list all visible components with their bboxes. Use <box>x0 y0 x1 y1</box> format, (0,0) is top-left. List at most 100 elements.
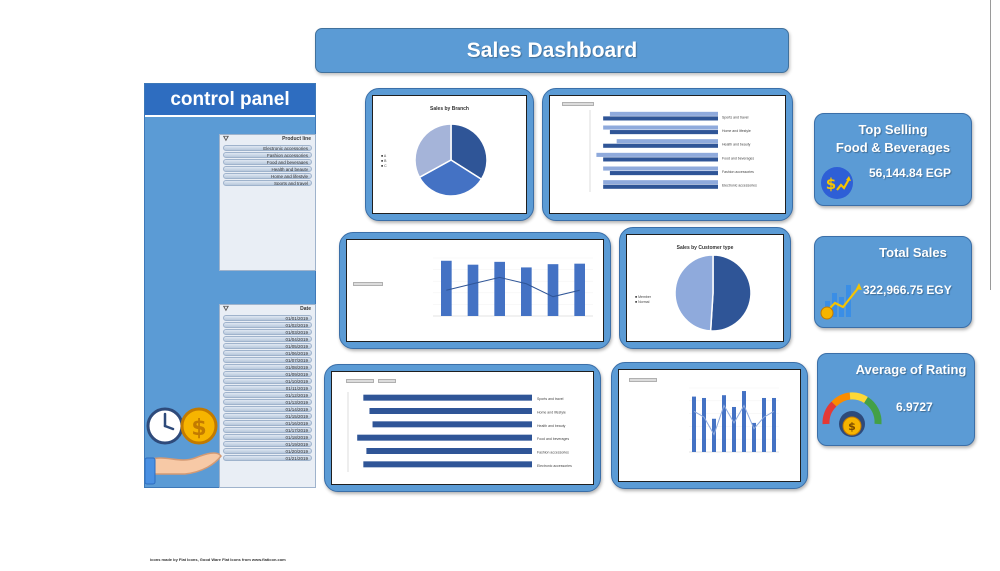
date-slicer-title: Date <box>300 306 311 312</box>
product-slicer-item[interactable]: Electronic accessories <box>223 145 312 151</box>
date-slicer-item[interactable]: 01/18/2019 <box>223 434 312 440</box>
pie-chart-svg <box>674 254 752 332</box>
field-button[interactable] <box>353 282 383 286</box>
date-slicer-item[interactable]: 01/06/2019 <box>223 350 312 356</box>
gauge-coin-icon: $ <box>822 392 882 437</box>
control-panel: control panel ⛛ Product line Electronic … <box>144 83 316 488</box>
series-line <box>446 276 580 298</box>
average-rating-card: Average of Rating $ 6.9727 <box>817 353 975 446</box>
product-slicer-item[interactable]: Sports and travel <box>223 180 312 186</box>
product-slicer-title: Product line <box>282 136 311 142</box>
customer-type-chart[interactable]: Sales by Customer type ■ Member ■ Normal <box>626 234 784 342</box>
date-slicer-item[interactable]: 01/04/2019 <box>223 336 312 342</box>
bar <box>366 448 532 454</box>
date-slicer-item[interactable]: 01/05/2019 <box>223 343 312 349</box>
bar <box>732 406 736 452</box>
title-banner: Sales Dashboard <box>315 28 789 73</box>
date-slicer-header: ⛛ Date <box>220 305 315 314</box>
sales-by-branch-chart[interactable]: Sales by Branch ■ A ■ B ■ C <box>372 95 527 214</box>
sales-by-branch-card: Sales by Branch ■ A ■ B ■ C <box>365 88 534 221</box>
filter-icon[interactable]: ⛛ <box>223 136 229 143</box>
average-rating-value: 6.9727 <box>896 400 933 414</box>
date-slicer-item[interactable]: 01/11/2019 <box>223 385 312 391</box>
date-slicer-item[interactable]: 01/17/2019 <box>223 427 312 433</box>
date-slicer-item[interactable]: 01/13/2019 <box>223 399 312 405</box>
date-slicer-item[interactable]: 01/15/2019 <box>223 413 312 419</box>
category-label: Sports and travel <box>537 397 564 401</box>
category-label: Health and beauty <box>722 143 751 147</box>
date-slicer-item[interactable]: 01/12/2019 <box>223 392 312 398</box>
gross-income-card: Sports and travel Home and lifestyle Healt… <box>542 88 793 221</box>
product-slicer-item[interactable]: Health and beauty <box>223 166 312 172</box>
date-slicer-item[interactable]: 01/16/2019 <box>223 420 312 426</box>
top-selling-card: Top Selling Food & Beverages $ 56,144.84… <box>814 113 972 206</box>
bar <box>603 125 718 130</box>
field-button[interactable] <box>346 379 374 383</box>
bar <box>609 171 718 176</box>
bar <box>363 461 532 468</box>
combo-chart[interactable] <box>346 239 604 342</box>
bar <box>616 139 718 144</box>
top-selling-value: 56,144.84 EGP <box>869 166 952 180</box>
date-slicer-item[interactable]: 01/03/2019 <box>223 329 312 335</box>
bar-chart-svg: Sports and travel Home and lifestyle Healt… <box>589 110 757 192</box>
date-slicer-item[interactable]: 01/14/2019 <box>223 406 312 412</box>
legend-entry: ■ A <box>381 154 387 158</box>
date-slicer-item[interactable]: 01/19/2019 <box>223 441 312 447</box>
category-label: Home and lifestyle <box>722 129 751 133</box>
clock-money-hand-icon: $ <box>145 407 222 485</box>
product-slicer-items: Electronic accessories Fashion accessorie… <box>220 144 315 187</box>
filter-icon[interactable]: ⛛ <box>223 306 229 313</box>
bar <box>603 143 718 148</box>
date-slicer-item[interactable]: 01/02/2019 <box>223 322 312 328</box>
bar-chart-growth-icon <box>820 283 862 320</box>
horizontal-bar-chart[interactable]: Sports and travel Home and lifestyle Healt… <box>549 95 786 214</box>
horizontal-bar-chart-2[interactable]: Sports and travel Home and lifestyle Healt… <box>331 371 594 485</box>
pie-slice <box>414 123 452 179</box>
date-slicer[interactable]: ⛛ Date 01/01/2019 01/02/2019 01/03/2019 01/… <box>219 304 316 488</box>
bar <box>467 264 479 316</box>
bar <box>596 152 718 157</box>
total-sales-card: Total Sales 322,966.75 EGY <box>814 236 972 328</box>
date-slicer-items: 01/01/2019 01/02/2019 01/03/2019 01/04/2019… <box>220 314 315 487</box>
product-slicer-item[interactable]: Food and beverages <box>223 159 312 165</box>
product-line-slicer[interactable]: ⛛ Product line Electronic accessories Fas… <box>219 134 316 271</box>
category-label: Food and beverages <box>537 437 569 441</box>
legend-entry: ■ Member <box>635 295 651 299</box>
field-button[interactable] <box>562 102 594 106</box>
attribution-note: icons made by Flat Icons, Good Ware Flat… <box>150 557 286 562</box>
average-rating-title: Average of Rating <box>855 362 967 377</box>
product-sales-card <box>339 232 611 349</box>
date-slicer-item[interactable]: 01/08/2019 <box>223 364 312 370</box>
date-slicer-item[interactable]: 01/10/2019 <box>223 378 312 384</box>
control-panel-title: control panel <box>170 88 290 110</box>
bar <box>441 260 452 316</box>
legend-entry: ■ Normal <box>635 300 650 304</box>
chart-legend: ■ Member ■ Normal <box>635 295 651 305</box>
page-title: Sales Dashboard <box>466 38 638 62</box>
bar <box>603 116 718 121</box>
bar <box>772 397 776 452</box>
date-slicer-item[interactable]: 01/21/2019 <box>223 455 312 461</box>
category-label: Fashion accessories <box>537 451 569 455</box>
field-button[interactable] <box>378 379 396 383</box>
svg-text:$: $ <box>848 420 856 433</box>
date-slicer-item[interactable]: 01/09/2019 <box>223 371 312 377</box>
product-slicer-item[interactable]: Home and lifestyle <box>223 173 312 179</box>
customer-type-card: Sales by Customer type ■ Member ■ Normal <box>619 227 791 349</box>
field-button[interactable] <box>629 378 657 382</box>
date-slicer-item[interactable]: 01/01/2019 <box>223 315 312 321</box>
date-slicer-item[interactable]: 01/07/2019 <box>223 357 312 363</box>
top-selling-title-line1: Top Selling <box>858 122 928 137</box>
quantity-card: Sports and travel Home and lifestyle Healt… <box>324 364 601 492</box>
payment-combo-chart[interactable] <box>618 369 801 482</box>
bar <box>372 421 532 428</box>
combo-chart-svg <box>689 387 779 453</box>
date-slicer-item[interactable]: 01/20/2019 <box>223 448 312 454</box>
legend-entry: ■ B <box>381 159 387 163</box>
product-slicer-item[interactable]: Fashion accessories <box>223 152 312 158</box>
bar <box>762 397 766 452</box>
bar <box>574 263 585 316</box>
bar <box>603 157 718 162</box>
